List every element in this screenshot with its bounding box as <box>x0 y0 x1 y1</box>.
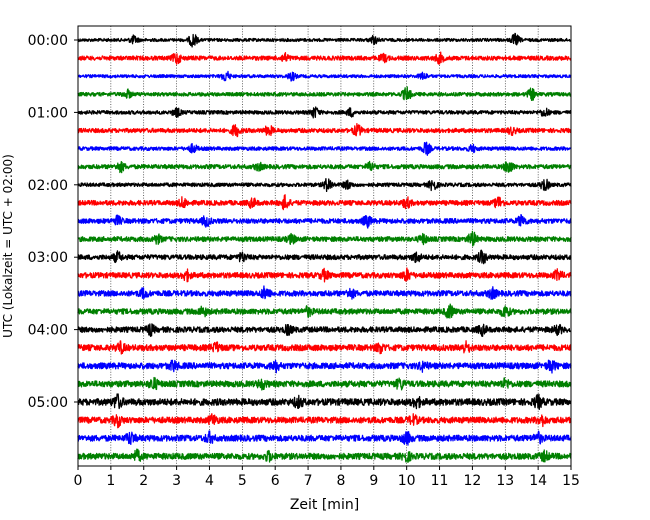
y-tick-label: 05:00 <box>28 395 68 411</box>
y-tick-label: 00:00 <box>28 33 68 49</box>
trace-0130 <box>77 141 572 156</box>
x-axis-label: Zeit [min] <box>290 497 359 513</box>
y-tick-label: 01:00 <box>28 105 68 121</box>
trace-0100 <box>77 106 572 119</box>
x-tick-label: 9 <box>369 473 378 489</box>
x-tick-label: 3 <box>172 473 181 489</box>
trace-0145 <box>77 160 572 174</box>
trace-0200 <box>77 178 572 193</box>
trace-0045 <box>77 86 572 102</box>
trace-0400 <box>77 323 572 337</box>
y-tick-label: 02:00 <box>28 178 68 194</box>
x-tick-label: 4 <box>205 473 214 489</box>
x-tick-label: 2 <box>139 473 148 489</box>
x-tick-label: 13 <box>496 473 514 489</box>
x-tick-label: 12 <box>463 473 481 489</box>
y-tick-label: 03:00 <box>28 250 68 266</box>
x-tick-label: 1 <box>106 473 115 489</box>
x-tick-label: 5 <box>238 473 247 489</box>
trace-0115 <box>77 123 572 138</box>
trace-0245 <box>77 230 572 247</box>
x-tick-label: 10 <box>398 473 416 489</box>
x-tick-label: 8 <box>336 473 345 489</box>
x-tick-label: 7 <box>304 473 313 489</box>
y-tick-label: 04:00 <box>28 323 68 339</box>
x-tick-label: 11 <box>431 473 449 489</box>
trace-0415 <box>77 340 572 355</box>
trace-0445 <box>77 376 572 391</box>
trace-0530 <box>77 430 572 446</box>
trace-0330 <box>77 285 572 300</box>
trace-0430 <box>77 359 572 374</box>
x-tick-label: 15 <box>562 473 580 489</box>
trace-0515 <box>77 413 572 429</box>
trace-0015 <box>77 51 572 65</box>
x-tick-label: 6 <box>271 473 280 489</box>
trace-0000 <box>77 32 572 48</box>
y-axis-label: UTC (Lokalzeit = UTC + 02:00) <box>1 154 15 338</box>
trace-0500 <box>77 393 572 410</box>
trace-0315 <box>77 267 572 283</box>
trace-0300 <box>77 249 572 265</box>
plot-frame <box>77 25 572 467</box>
x-tick-label: 14 <box>529 473 547 489</box>
seismogram-traces <box>77 32 572 464</box>
y-axis: 00:00 01:00 02:00 03:00 04:00 05:00 <box>28 33 78 411</box>
trace-0030 <box>77 70 572 82</box>
trace-0545 <box>77 448 572 464</box>
trace-0345 <box>77 303 572 319</box>
x-axis: 0 1 2 3 4 5 6 7 8 9 10 11 12 13 14 15 <box>74 466 580 489</box>
trace-0215 <box>77 194 572 211</box>
x-tick-label: 0 <box>74 473 83 489</box>
trace-0230 <box>77 214 572 229</box>
